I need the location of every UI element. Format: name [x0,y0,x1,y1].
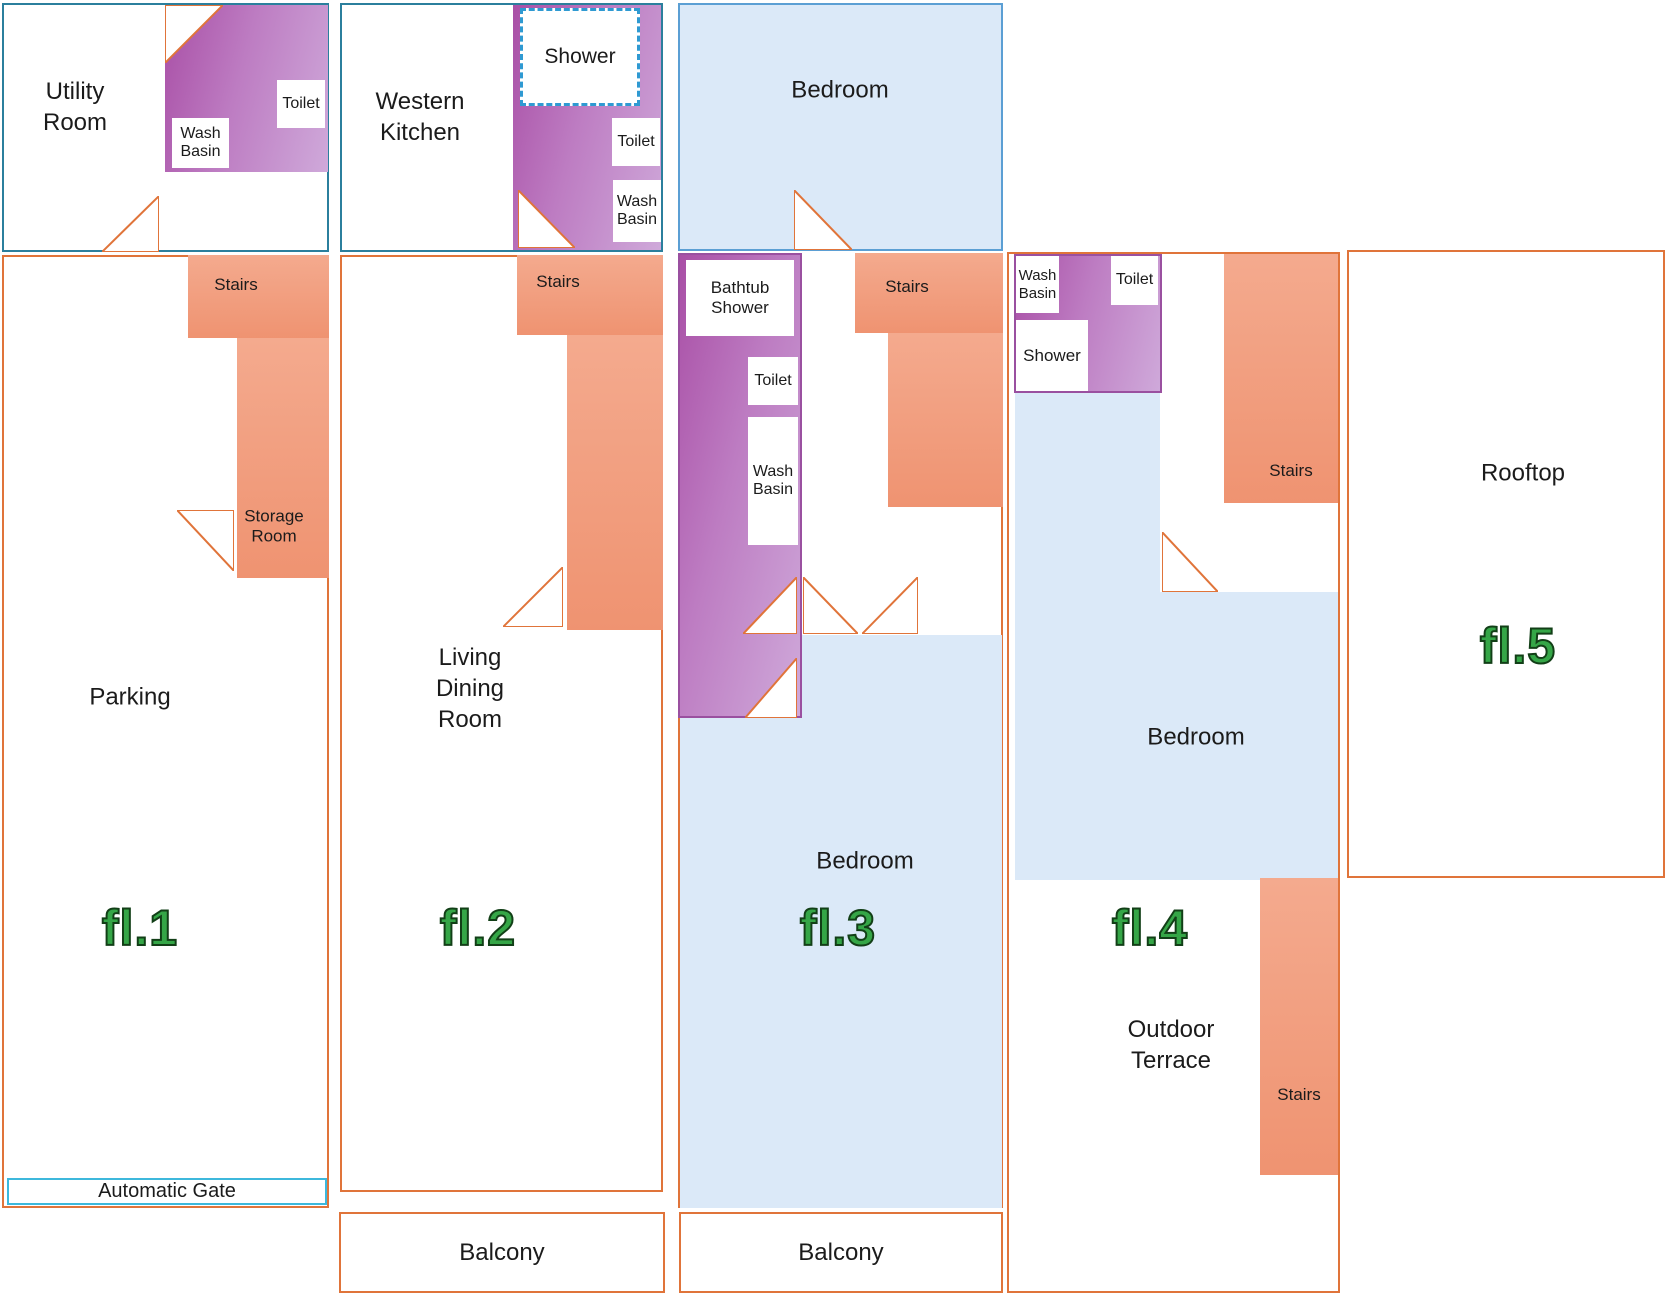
fl2-shower: Shower [520,8,640,106]
fl4-stairs-lower [1260,878,1338,1175]
fl2-toilet-label: Toilet [617,132,655,150]
fl1-storage-room-label: Storage Room [244,506,304,546]
fl2-toilet: Toilet [612,118,660,166]
fl3-stairs-column [888,333,1003,507]
fl3-bedroom-upper-label: Bedroom [791,76,889,104]
fl4-shower: Shower [1016,320,1088,391]
fl2-floor-label: fl.2 [439,899,517,957]
fl1-stairs-label: Stairs [214,274,258,294]
fl4-outdoor-terrace-label: Outdoor Terrace [1127,1015,1215,1074]
fl4-door-swing-icon [1162,532,1218,592]
fl1-wash-basin: Wash Basin [172,118,229,168]
fl2-kitchen-label: Western Kitchen [375,87,465,146]
fl2-balcony-label: Balcony [459,1238,545,1266]
fl4-shower-label: Shower [1023,345,1081,365]
fl1-storage-door-swing-icon [177,510,234,571]
fl3-stairs-upper-block [855,253,1003,333]
fl5-rooftop-area [1347,250,1665,878]
fl2-wash-basin: Wash Basin [613,180,661,242]
fl3-bedroom-door-swing-icon [794,190,852,250]
fl4-hall-strip [1015,393,1160,592]
fl3-bedroom-upper [678,3,1003,251]
fl1-automatic-gate-label: Automatic Gate [98,1180,236,1202]
fl3-floor-label: fl.3 [799,899,877,957]
fl1-bathroom-door-swing-icon [165,5,223,63]
fl4-bedroom-label: Bedroom [1147,723,1245,751]
fl2-stairs-column [567,335,663,630]
fl3-balcony-label: Balcony [798,1238,884,1266]
fl1-wash-basin-label: Wash Basin [180,124,221,160]
fl1-stairs-column [237,338,329,578]
fl2-living-door-swing-icon [503,567,563,627]
fl5-floor-label: fl.5 [1479,617,1557,675]
fl3-bedroom-lower [680,718,1002,1208]
fl5-rooftop-label: Rooftop [1480,459,1566,487]
fl4-bedroom [1015,592,1338,880]
fl1-stairs-upper-block [188,255,329,338]
fl3-door-swing-c-icon [862,577,918,634]
fl1-utility-door-swing-icon [102,196,159,252]
fl4-stairs-lower-label: Stairs [1277,1084,1321,1104]
fl2-stairs-label: Stairs [536,271,580,291]
fl3-stairs-label: Stairs [885,276,929,296]
fl4-wash-basin: Wash Basin [1016,256,1059,313]
fl2-shower-label: Shower [544,44,616,68]
fl2-stairs-upper-block [517,255,663,335]
fl4-stairs-upper [1224,254,1338,503]
fl1-floor-label: fl.1 [101,899,179,957]
fl3-toilet-label: Toilet [754,371,792,389]
fl4-floor-label: fl.4 [1111,899,1189,957]
fl3-toilet: Toilet [748,357,798,405]
fl3-door-swing-a-icon [743,577,797,634]
fl3-wash-basin-label: Wash Basin [752,462,794,498]
fl1-toilet-label: Toilet [282,94,320,112]
fl3-bathtub-shower-label: Bathtub Shower [710,278,770,317]
fl1-toilet: Toilet [277,80,325,128]
fl4-stairs-upper-label: Stairs [1269,460,1313,480]
fl3-door-swing-d-icon [745,658,797,718]
fl4-toilet-label: Toilet [1115,271,1154,289]
fl2-living-dining-label: Living Dining Room [435,644,505,734]
fl3-wash-basin: Wash Basin [748,417,798,545]
fl1-automatic-gate: Automatic Gate [7,1178,327,1205]
fl4-wash-basin-label: Wash Basin [1018,267,1057,302]
fl2-kitchen-door-swing-icon [518,190,575,248]
fl3-bathtub-shower: Bathtub Shower [686,260,794,336]
fl2-balcony: Balcony [339,1212,665,1293]
fl1-parking-label: Parking [89,683,171,711]
fl4-toilet: Toilet [1111,256,1158,305]
fl3-bedroom-lower-label: Bedroom [816,847,914,875]
fl3-door-swing-b-icon [803,577,858,634]
fl2-wash-basin-label: Wash Basin [616,192,658,228]
fl1-utility-room-label: Utility Room [42,77,108,136]
fl3-balcony: Balcony [679,1212,1003,1293]
